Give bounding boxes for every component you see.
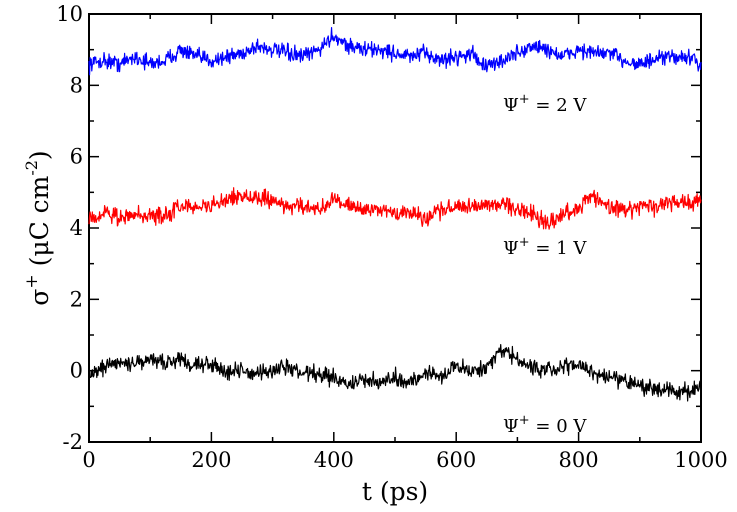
annotation-sup: + <box>519 235 530 250</box>
annotation-symbol: Ψ <box>503 238 519 259</box>
annotation-text: = 1 V <box>530 238 588 259</box>
annotation-text: = 0 V <box>530 416 588 437</box>
series-line-0 <box>88 27 702 76</box>
x-axis-title: t (ps) <box>362 477 428 506</box>
annotation-symbol: Ψ <box>503 95 519 116</box>
y-tick-label: 10 <box>56 2 83 26</box>
annotation-sup: + <box>519 413 530 428</box>
data-series <box>88 27 702 402</box>
x-tick-label: 800 <box>559 448 599 472</box>
y-tick-label: 2 <box>70 287 83 311</box>
x-tick-label: 600 <box>436 448 476 472</box>
x-tick-label: 1000 <box>674 448 727 472</box>
x-tick-label: 400 <box>314 448 354 472</box>
y-axis-symbol: σ <box>25 289 54 306</box>
y-axis-title: σ+ (μC cm-2) <box>22 150 54 305</box>
annotation-text: = 2 V <box>530 95 588 116</box>
annotation-label: Ψ+ = 2 V <box>503 92 587 116</box>
y-axis-unit: (μC cm <box>25 175 54 274</box>
y-tick-label: 8 <box>70 73 83 97</box>
annotation-symbol: Ψ <box>503 416 519 437</box>
x-tick-label: 200 <box>191 448 231 472</box>
series-line-1 <box>88 187 702 230</box>
annotation-label: Ψ+ = 0 V <box>503 413 587 437</box>
y-tick-label: 6 <box>70 145 83 169</box>
annotation-sup: + <box>519 92 530 107</box>
y-tick-label: 4 <box>70 216 83 240</box>
y-axis-symbol-sup: + <box>22 274 42 288</box>
series-annotations: Ψ+ = 2 VΨ+ = 1 VΨ+ = 0 V <box>503 92 587 437</box>
y-tick-label: 0 <box>70 359 83 383</box>
y-axis-unit-exponent: -2 <box>22 160 41 176</box>
series-line-2 <box>88 344 702 402</box>
y-tick-label: -2 <box>63 430 83 454</box>
x-tick-label: 0 <box>82 448 95 472</box>
axis-ticks <box>88 13 702 443</box>
y-axis-unit-close: ) <box>25 150 54 160</box>
annotation-label: Ψ+ = 1 V <box>503 235 587 259</box>
